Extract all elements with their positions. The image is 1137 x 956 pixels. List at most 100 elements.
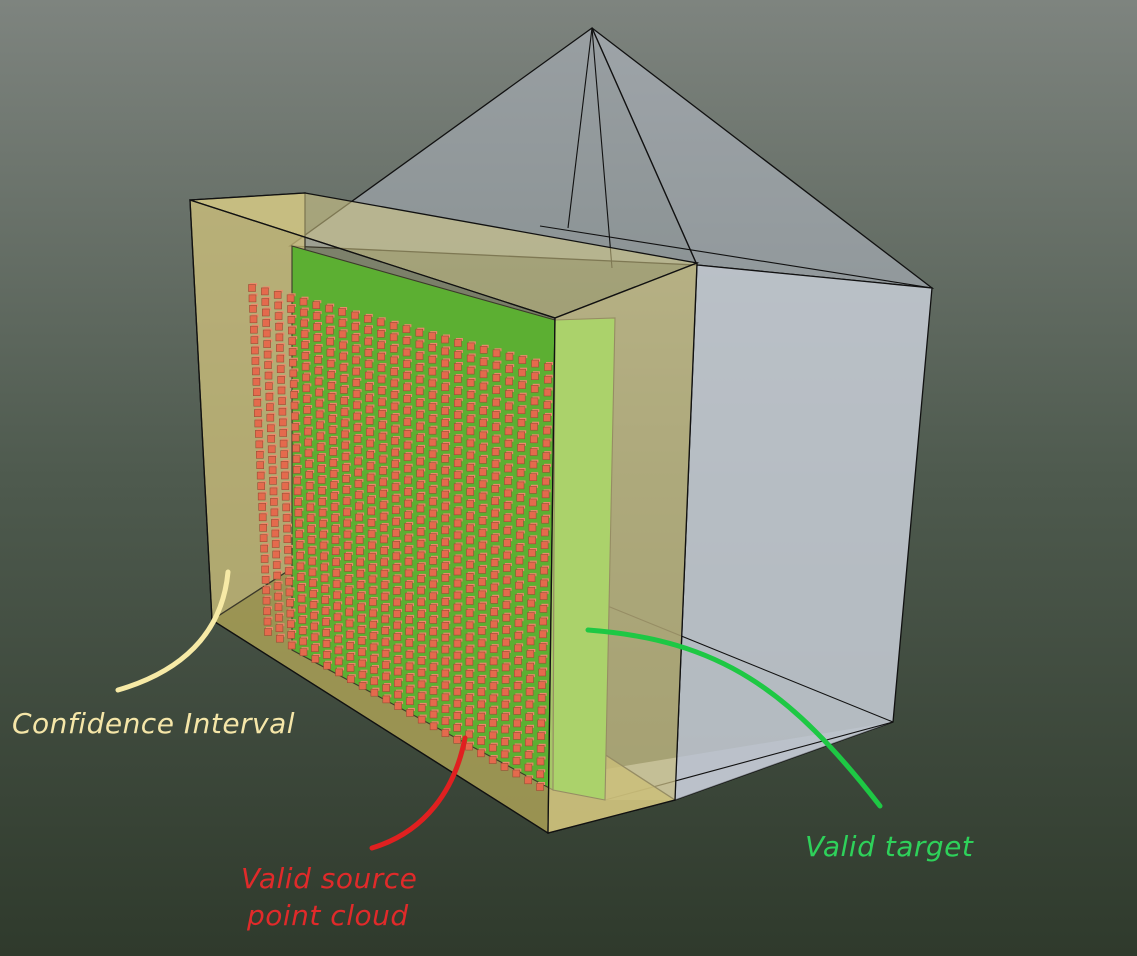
point-cube — [377, 352, 386, 361]
point-cube — [354, 480, 363, 488]
point-cube — [527, 561, 536, 570]
point-cube — [266, 403, 274, 412]
point-cube — [290, 401, 299, 410]
point-cube — [289, 369, 298, 378]
point-cube — [492, 398, 500, 407]
point-cube — [428, 355, 437, 364]
point-cube — [390, 425, 399, 434]
point-cube — [357, 614, 366, 623]
point-cube — [429, 627, 438, 636]
point-cube — [542, 426, 551, 435]
point-cube — [513, 681, 522, 690]
point-cube — [524, 776, 533, 785]
point-cube — [479, 407, 488, 415]
point-cube — [279, 439, 288, 448]
point-cube — [368, 564, 377, 572]
point-cube — [379, 524, 388, 532]
point-cube — [453, 375, 462, 383]
point-cube — [441, 657, 450, 666]
point-cube — [516, 456, 525, 465]
point-cube — [353, 446, 362, 455]
valid-source-label-line1: Valid source — [241, 862, 417, 895]
point-cube — [453, 591, 462, 600]
point-cube — [477, 676, 486, 684]
point-cube — [377, 387, 386, 395]
point-cube — [441, 562, 450, 570]
point-cube — [393, 633, 402, 641]
point-cube — [287, 326, 296, 335]
point-cube — [441, 669, 450, 678]
point-cube — [502, 638, 510, 647]
point-cube — [524, 763, 533, 772]
point-cube — [315, 388, 323, 397]
point-cube — [368, 586, 377, 595]
point-cube — [502, 601, 511, 610]
point-cube — [416, 446, 424, 454]
point-cube — [537, 694, 546, 702]
point-cube — [266, 413, 275, 422]
point-cube — [342, 508, 351, 517]
point-cube — [363, 315, 372, 323]
point-cube — [322, 639, 331, 648]
point-cube — [325, 315, 334, 324]
point-cube — [308, 557, 316, 566]
point-cube — [478, 504, 487, 513]
point-cube — [393, 621, 401, 630]
point-cube — [429, 639, 438, 648]
point-cube — [530, 397, 539, 406]
point-cube — [404, 488, 412, 496]
point-cube — [391, 460, 400, 468]
point-cube — [378, 421, 387, 430]
point-cube — [441, 574, 450, 582]
point-cube — [316, 432, 325, 441]
point-cube — [453, 579, 462, 588]
point-cube — [466, 451, 475, 460]
point-cube — [325, 304, 334, 313]
point-cube — [405, 627, 414, 636]
point-cube — [514, 656, 522, 665]
point-cube — [502, 613, 511, 622]
point-cube — [376, 318, 385, 327]
point-cube — [274, 312, 283, 320]
point-cube — [477, 749, 485, 758]
point-cube — [357, 625, 366, 634]
point-cube — [416, 563, 425, 572]
point-cube — [465, 609, 474, 618]
point-cube — [380, 592, 389, 601]
point-cube — [252, 367, 260, 376]
point-cube — [292, 466, 301, 474]
point-cube — [428, 438, 437, 447]
point-cube — [380, 569, 389, 578]
point-cube — [393, 679, 402, 687]
point-cube — [517, 418, 526, 427]
point-cube — [393, 656, 402, 664]
point-cube — [453, 423, 462, 431]
point-cube — [299, 637, 307, 646]
point-cube — [453, 711, 462, 720]
point-cube — [528, 536, 537, 545]
point-cube — [477, 627, 486, 635]
point-cube — [317, 454, 325, 462]
point-cube — [477, 725, 485, 733]
point-cube — [317, 465, 326, 473]
point-cube — [394, 690, 402, 699]
point-cube — [316, 421, 324, 430]
point-cube — [379, 478, 387, 487]
point-cube — [304, 449, 313, 458]
point-cube — [429, 710, 438, 719]
point-cube — [251, 346, 259, 355]
point-cube — [270, 498, 278, 506]
point-cube — [295, 541, 304, 549]
point-cube — [537, 719, 546, 728]
point-cube — [478, 566, 486, 574]
point-cube — [312, 301, 321, 310]
point-cube — [479, 456, 487, 464]
point-cube — [282, 514, 291, 522]
point-cube — [330, 503, 339, 511]
point-cube — [417, 610, 425, 618]
point-cube — [258, 503, 267, 511]
point-cube — [370, 688, 379, 697]
point-cube — [352, 356, 360, 365]
point-cube — [526, 675, 534, 684]
point-cube — [478, 578, 486, 586]
